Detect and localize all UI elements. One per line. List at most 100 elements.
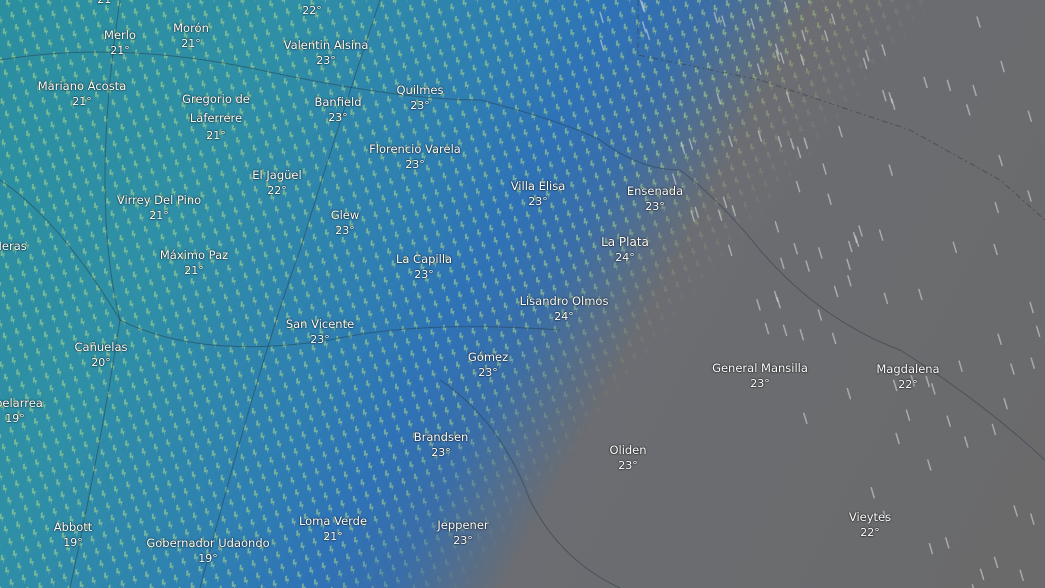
place-label[interactable]: Florencio Varela 23° (369, 142, 461, 172)
place-label[interactable]: Banfield 23° (314, 95, 361, 125)
rain-streak-icon (645, 28, 651, 41)
rain-streak-icon (824, 30, 829, 42)
place-label[interactable]: Gobernador Udaondo 19° (146, 536, 269, 566)
temperature: 19° (63, 536, 83, 549)
place-label[interactable]: Gómez 23° (468, 350, 508, 380)
place-label[interactable]: Gregorio de Laferrere 21° (171, 90, 261, 143)
temperature: 23° (414, 268, 434, 281)
temperature: 23° (328, 111, 348, 124)
rain-streak-icon (757, 130, 763, 143)
rain-streak-icon (688, 138, 694, 150)
rain-streak-icon (782, 324, 788, 337)
rain-streak-icon (1010, 363, 1015, 375)
rain-streak-icon (1030, 513, 1035, 525)
place-label[interactable]: General Mansilla 23° (712, 361, 808, 391)
rain-streak-icon (918, 288, 923, 301)
place-label[interactable]: Brandsen 23° (414, 430, 469, 460)
place-name: El Jagüel (252, 168, 302, 182)
temperature: 23° (528, 195, 548, 208)
place-label[interactable]: Quilmes 23° (397, 83, 444, 113)
rain-streak-icon (796, 146, 802, 159)
rain-streak-icon (964, 436, 969, 448)
place-name: Quilmes (396, 83, 444, 97)
rain-streak-icon (946, 415, 951, 427)
rain-streak-icon (774, 221, 780, 233)
rain-streak-icon (883, 292, 889, 305)
rain-streak-icon (966, 104, 971, 116)
temperature: 19° (198, 552, 218, 565)
temperature: 21° (72, 95, 92, 108)
place-label[interactable]: Máximo Paz 21° (160, 248, 228, 278)
rain-streak-icon (793, 243, 798, 255)
place-label[interactable]: San Vicente 23° (286, 317, 354, 347)
rain-streak-icon (994, 201, 1000, 214)
temperature: 22° (267, 184, 287, 197)
place-name: Abbott (53, 520, 93, 534)
place-label[interactable]: Ensenada 23° (627, 184, 683, 214)
rain-streak-icon (722, 196, 728, 209)
rain-streak-icon (599, 11, 604, 24)
place-label[interactable]: 21° (97, 0, 117, 7)
temperature: 23° (310, 333, 330, 346)
place-label[interactable]: Jeppener 23° (437, 518, 488, 548)
rain-streak-icon (728, 135, 733, 148)
place-name: Morón (173, 21, 209, 35)
place-label[interactable]: Valentin Alsina 23° (284, 38, 369, 68)
rain-streak-icon (928, 542, 934, 555)
rain-streak-icon (998, 154, 1003, 167)
rain-streak-icon (846, 387, 852, 400)
place-label[interactable]: Glew 23° (331, 208, 360, 238)
place-name: La Capilla (395, 252, 453, 266)
rain-streak-icon (1003, 397, 1008, 410)
place-label[interactable]: Merlo 21° (104, 28, 136, 58)
place-label[interactable]: Oliden 23° (609, 443, 646, 473)
place-label[interactable]: 22° (302, 3, 322, 18)
place-label[interactable]: Virrey Del Pino 21° (117, 193, 201, 223)
place-label[interactable]: Heras (0, 239, 27, 254)
rain-streak-icon (979, 568, 985, 581)
rain-streak-icon (789, 138, 795, 150)
place-name: General Mansilla (712, 361, 808, 375)
place-name: Lisandro Olmos (519, 294, 609, 308)
rain-streak-icon (780, 257, 785, 270)
place-label[interactable]: Vieytes 22° (849, 510, 891, 540)
place-label[interactable]: Abbott 19° (54, 520, 93, 550)
place-name: Virrey Del Pino (116, 193, 202, 207)
temperature: 20° (91, 356, 111, 369)
place-label[interactable]: Cañuelas 20° (75, 340, 128, 370)
place-label[interactable]: El Jagüel 22° (252, 168, 301, 198)
rain-streak-icon (777, 136, 783, 148)
temperature: 23° (478, 366, 498, 379)
rain-streak-icon (895, 432, 900, 445)
rain-streak-icon (865, 50, 870, 62)
place-label[interactable]: Loma Verde 21° (299, 514, 367, 544)
rain-streak-icon (779, 52, 785, 64)
temperature: 21° (206, 129, 226, 142)
place-label[interactable]: Lisandro Olmos 24° (520, 294, 609, 324)
place-label[interactable]: Magdalena 22° (876, 362, 939, 392)
rain-streak-icon (680, 142, 686, 155)
temperature: 21° (181, 37, 201, 50)
temperature: 24° (615, 251, 635, 264)
temperature: 21° (323, 530, 343, 543)
rain-streak-icon (852, 231, 858, 244)
place-label[interactable]: ribelarrea 19° (0, 396, 43, 426)
place-label[interactable]: La Plata 24° (601, 235, 649, 265)
rain-streak-icon (838, 125, 843, 138)
rain-streak-icon (756, 299, 761, 311)
place-name: Gregorio de Laferrere (182, 92, 250, 125)
rain-streak-icon (827, 193, 832, 206)
place-label[interactable]: La Capilla 23° (396, 252, 452, 282)
place-label[interactable]: Mariano Acosta 21° (38, 79, 127, 109)
place-label[interactable]: Villa Elisa 23° (511, 179, 566, 209)
rain-streak-icon (848, 240, 853, 253)
place-name: Oliden (609, 443, 647, 457)
rain-streak-icon (991, 423, 997, 436)
temperature: 21° (184, 264, 204, 277)
rain-streak-icon (773, 290, 779, 303)
place-label[interactable]: Morón 21° (173, 21, 209, 51)
place-name: Gómez (467, 350, 509, 364)
rain-streak-icon (1029, 301, 1034, 314)
